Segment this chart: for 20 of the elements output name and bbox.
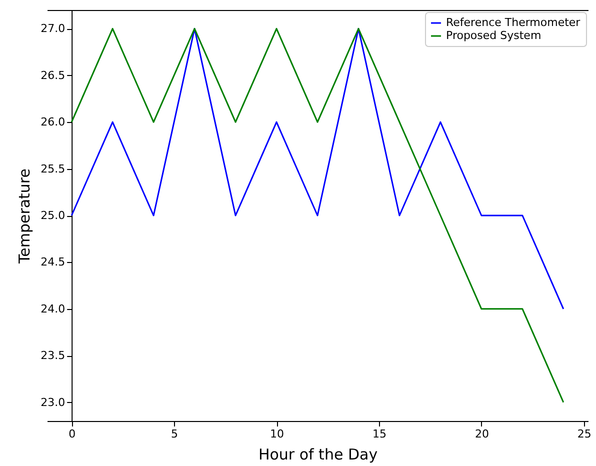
- x-tick-label: 15: [372, 428, 386, 440]
- y-tick-label: 26.5: [40, 68, 66, 82]
- legend-label: Reference Thermometer: [446, 16, 581, 29]
- y-tick-label: 24.5: [40, 256, 66, 269]
- y-tick-label: 27.0: [40, 22, 66, 36]
- y-axis-title: Temperature: [16, 168, 34, 265]
- x-tick-label: 5: [171, 428, 178, 440]
- x-tick-label: 20: [474, 428, 489, 440]
- y-tick-label: 23.5: [40, 349, 66, 362]
- x-axis-title: Hour of the Day: [258, 446, 378, 464]
- x-tick-label: 25: [577, 428, 592, 440]
- legend-label: Proposed System: [446, 29, 542, 42]
- y-tick-label: 25.5: [40, 162, 66, 176]
- y-tick-label: 24.0: [40, 302, 66, 316]
- x-tick-label: 10: [270, 428, 284, 440]
- x-tick-label: 0: [68, 428, 76, 440]
- y-tick-label: 25.0: [40, 209, 66, 222]
- line-series: [70, 28, 564, 404]
- y-tick-label: 23.0: [40, 396, 66, 409]
- y-tick-label: 26.0: [40, 116, 66, 129]
